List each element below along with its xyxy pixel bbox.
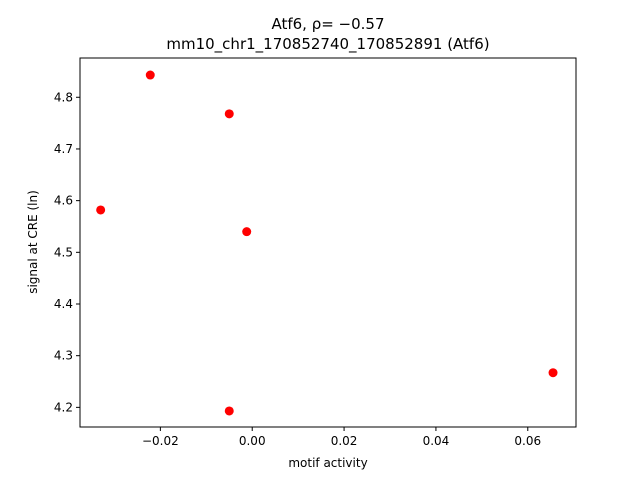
- x-tick-label: 0.00: [239, 434, 266, 448]
- x-tick-label: 0.06: [514, 434, 541, 448]
- y-tick-label: 4.6: [54, 194, 73, 208]
- y-tick-label: 4.8: [54, 90, 73, 104]
- data-point: [96, 205, 106, 215]
- chart-title-line1: Atf6, ρ= −0.57: [271, 15, 384, 33]
- data-point: [242, 227, 252, 237]
- x-tick-label: 0.04: [423, 434, 450, 448]
- y-tick-label: 4.4: [54, 297, 73, 311]
- data-points: [96, 70, 558, 416]
- data-point: [224, 406, 234, 416]
- y-tick-label: 4.5: [54, 245, 73, 259]
- y-axis-label: signal at CRE (ln): [26, 190, 40, 294]
- chart-title-line2: mm10_chr1_170852740_170852891 (Atf6): [166, 35, 489, 54]
- y-tick-label: 4.2: [54, 400, 73, 414]
- axis-ticks: −0.02 0.00 0.02 0.04 0.06 4.2 4.3 4.4 4.5 4.6 4.7 4…: [54, 90, 541, 448]
- data-point: [145, 70, 155, 80]
- y-tick-label: 4.7: [54, 142, 73, 156]
- data-point: [548, 368, 558, 378]
- x-tick-label: 0.02: [331, 434, 358, 448]
- plot-area-frame: [79, 57, 577, 428]
- x-axis-label: motif activity: [288, 456, 367, 470]
- data-point: [224, 109, 234, 119]
- x-tick-label: −0.02: [142, 434, 179, 448]
- y-tick-label: 4.3: [54, 349, 73, 363]
